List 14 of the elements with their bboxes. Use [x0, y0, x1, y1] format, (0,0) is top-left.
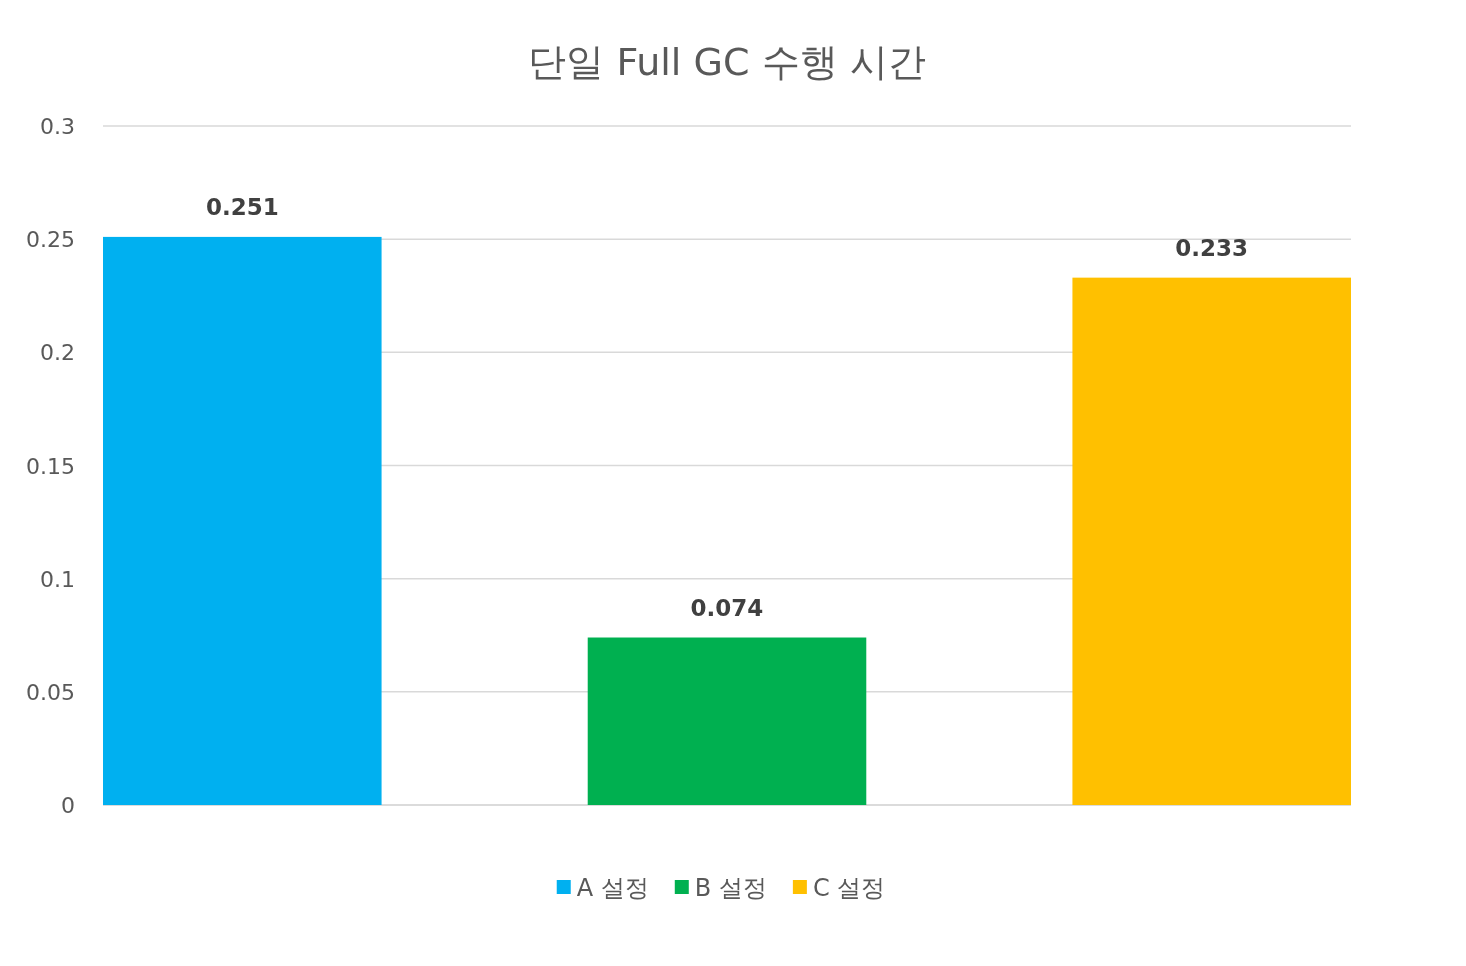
y-tick-label: 0.2	[40, 340, 75, 366]
legend-label: B 설정	[694, 874, 767, 902]
legend-label: A 설정	[576, 874, 649, 902]
legend-label: C 설정	[812, 874, 886, 902]
y-tick-label: 0.3	[40, 114, 75, 139]
y-tick-label: 0	[61, 793, 75, 818]
y-tick-label: 0.05	[26, 679, 75, 705]
data-label: 0.233	[1175, 234, 1249, 261]
data-label: 0.074	[690, 594, 764, 621]
y-tick-label: 0.1	[40, 566, 75, 592]
chart-title: 단일 Full GC 수행 시간	[528, 40, 926, 84]
y-tick-label: 0.15	[26, 453, 75, 479]
y-tick-label: 0.25	[26, 227, 75, 253]
data-label: 0.251	[205, 193, 279, 220]
